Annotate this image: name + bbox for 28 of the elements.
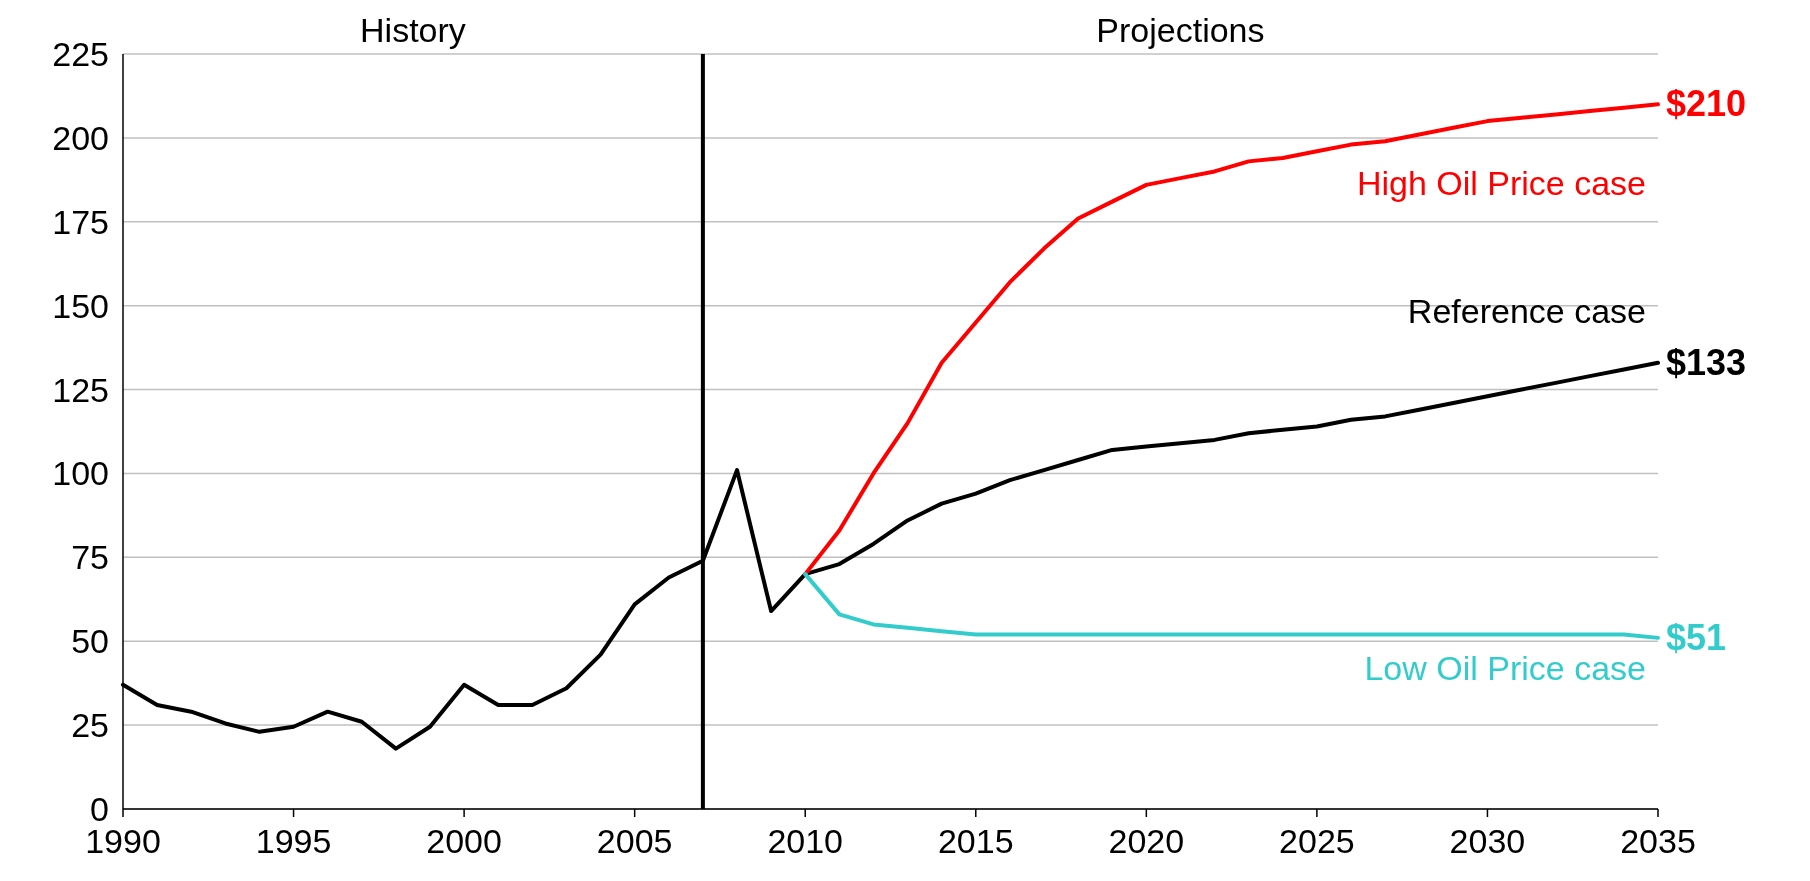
y-tick-label: 175 [52, 202, 109, 241]
y-tick-label: 50 [71, 622, 109, 661]
x-tick-label: 2025 [1279, 822, 1355, 860]
text: History [360, 11, 466, 49]
line-series [803, 572, 1660, 640]
text: $51 [1666, 616, 1727, 658]
text: $133 [1666, 341, 1747, 383]
series-label: Low Oil Price case [1364, 648, 1646, 687]
y-tick-label: 200 [52, 118, 109, 157]
series-label: High Oil Price case [1356, 164, 1646, 203]
x-tick-label: 2035 [1620, 822, 1696, 860]
x-tick-label: 2015 [937, 822, 1014, 860]
text: Projections [1096, 11, 1265, 49]
y-tick-label: 225 [52, 35, 109, 73]
x-tick-label: 2020 [1108, 822, 1185, 860]
y-tick-label: 25 [71, 706, 109, 745]
y-tick-label: 75 [71, 538, 109, 577]
y-tick-label: 100 [52, 454, 109, 493]
x-tick-label: 2000 [426, 822, 502, 860]
y-tick-label: 150 [52, 286, 109, 325]
x-tick-label: 2030 [1449, 822, 1526, 860]
y-tick-label: 125 [52, 370, 109, 409]
x-tick-label: 1995 [255, 822, 332, 860]
line-series [803, 102, 1660, 577]
x-tick-label: 2010 [767, 822, 844, 860]
x-tick-label: 2005 [596, 822, 673, 860]
text: $210 [1666, 83, 1747, 125]
series-label: Reference case [1407, 291, 1646, 330]
